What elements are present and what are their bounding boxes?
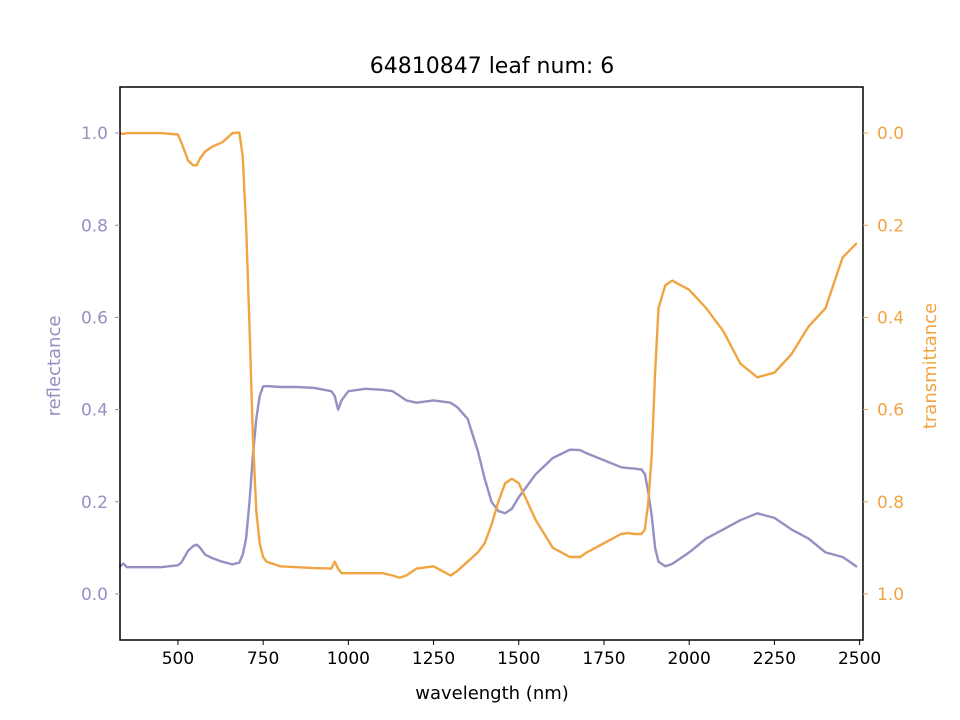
y-left-tick-label: 1.0 xyxy=(81,124,108,144)
x-tick-label: 1250 xyxy=(412,649,455,669)
x-tick-label: 2250 xyxy=(753,649,796,669)
x-tick-label: 500 xyxy=(162,649,194,669)
x-tick-label: 1500 xyxy=(497,649,540,669)
y-right-tick-label: 0.6 xyxy=(877,401,904,421)
y-left-tick-label: 0.6 xyxy=(81,308,108,328)
y-axis-right: 0.0 0.2 0.4 0.6 0.8 1.0 xyxy=(863,124,904,605)
x-tick-label: 750 xyxy=(247,649,279,669)
y-left-tick-label: 0.8 xyxy=(81,216,108,236)
x-tick-label: 2000 xyxy=(668,649,711,669)
x-tick-label: 2500 xyxy=(838,649,881,669)
reflectance-line xyxy=(118,384,858,569)
y-axis-right-label: transmittance xyxy=(920,303,941,429)
y-right-tick-label: 1.0 xyxy=(877,585,904,605)
y-left-tick-label: 0.0 xyxy=(81,585,108,605)
chart-title: 64810847 leaf num: 6 xyxy=(370,54,615,79)
y-right-tick-label: 0.4 xyxy=(877,308,904,328)
y-axis-left: 0.0 0.2 0.4 0.6 0.8 1.0 xyxy=(81,124,120,605)
x-tick-label: 1000 xyxy=(327,649,370,669)
x-tick-label: 1750 xyxy=(582,649,625,669)
x-axis-label: wavelength (nm) xyxy=(415,683,569,704)
plot-frame xyxy=(119,86,864,641)
x-axis: 500 750 1000 1250 1500 1750 2000 2250 2500 xyxy=(162,640,881,669)
y-right-tick-label: 0.2 xyxy=(877,216,904,236)
y-right-tick-label: 0.8 xyxy=(877,493,904,513)
y-left-tick-label: 0.2 xyxy=(81,493,108,513)
transmittance-line xyxy=(118,131,858,579)
y-right-tick-label: 0.0 xyxy=(877,124,904,144)
y-axis-left-label: reflectance xyxy=(44,316,65,417)
y-left-tick-label: 0.4 xyxy=(81,401,108,421)
plot-lines xyxy=(118,131,858,579)
